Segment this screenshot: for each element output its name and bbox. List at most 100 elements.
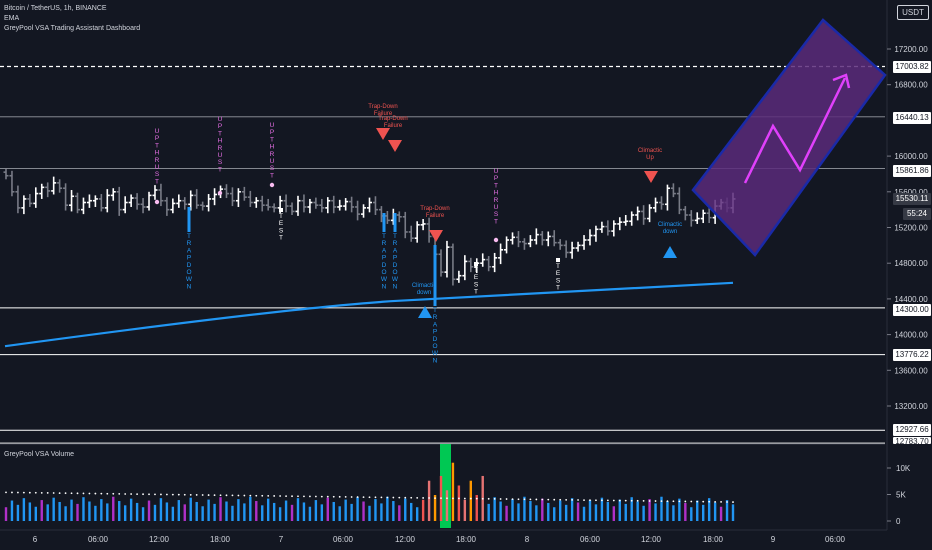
volume-average-dot	[22, 491, 25, 494]
volume-average-dot	[565, 498, 568, 501]
volume-average-dot	[571, 499, 574, 501]
ema-path	[4, 281, 734, 348]
signal-label-letter: T	[279, 213, 283, 220]
volume-average-dot	[422, 497, 425, 499]
volume-average-dot	[136, 493, 138, 496]
volume-average-dot	[207, 494, 210, 496]
projection-arrow-head	[832, 73, 851, 89]
signal-label-letter: U	[218, 152, 223, 159]
volume-average-dot	[273, 495, 276, 497]
signal-dot	[269, 182, 275, 188]
time-tick-label: 6	[33, 535, 38, 544]
volume-average-dot	[517, 498, 520, 501]
volume-average-dot	[368, 496, 371, 499]
volume-average-dot	[481, 497, 484, 500]
signal-label-text: Trap-Down	[368, 104, 397, 110]
signal-label-letter: T	[382, 233, 386, 240]
time-axis[interactable]: 6 06:00 12:00 18:00 7 06:00 12:00 18:00 8 06:00 12…	[0, 529, 887, 544]
price-label-17003: 17003.82	[893, 61, 931, 73]
volume-average-dot	[595, 499, 597, 502]
volume-average-dot	[380, 496, 383, 499]
volume-average-dot	[583, 499, 585, 501]
signal-label-letter: O	[381, 269, 386, 276]
volume-average-dot	[398, 496, 401, 499]
volume-average-dot	[541, 498, 544, 501]
volume-average-dot	[636, 499, 639, 502]
volume-average-dot	[130, 493, 133, 495]
price-label-13776: 13776.22	[893, 349, 931, 361]
volume-average-dot	[708, 500, 711, 503]
volume-average-dot	[303, 495, 305, 498]
signal-label-letter: U	[270, 158, 275, 165]
signal-label-letter: T	[494, 218, 498, 225]
volume-average-dot	[177, 493, 180, 496]
volume-average-dot	[94, 492, 97, 495]
y-tick-label: 16800.00	[894, 81, 928, 90]
price-label-12927: 12927.66	[893, 424, 931, 436]
signal-label-text: down	[417, 290, 431, 296]
volume-average-dot	[452, 497, 454, 500]
y-tick-label: 14400.00	[894, 295, 928, 304]
signal-label-letter: D	[393, 262, 398, 269]
signal-label-letter: E	[279, 220, 284, 227]
signal-marker	[279, 208, 283, 212]
volume-average-dot	[416, 496, 419, 499]
volume-average-dot	[34, 491, 37, 494]
signal-label-letter: N	[187, 283, 192, 290]
volume-average-dot	[112, 492, 115, 495]
volume-average-dot	[5, 491, 7, 494]
signal-label-letter: P	[155, 135, 159, 142]
volume-average-dot	[410, 496, 413, 499]
volume-average-dot	[255, 494, 258, 497]
triangle-down-marker	[388, 140, 402, 152]
volume-average-dot	[428, 497, 430, 499]
volume-average-dot	[40, 491, 43, 494]
time-tick-label: 7	[279, 535, 284, 544]
signal-label-text: Trap-Down	[378, 116, 407, 122]
volume-average-dot	[261, 494, 264, 497]
volume-average-dot	[523, 498, 526, 501]
signal-label-letter: U	[155, 164, 160, 171]
volume-average-dot	[11, 491, 13, 494]
volume-average-dot	[285, 495, 287, 498]
signal-label-text: Failure	[374, 111, 393, 117]
volume-average-dot	[618, 499, 621, 502]
volume-average-dot	[666, 500, 669, 503]
signal-label-letter: P	[494, 175, 498, 182]
volume-average-dot	[82, 492, 85, 495]
time-tick-label: 18:00	[456, 535, 477, 544]
volume-y-tick-label: 10K	[896, 464, 911, 473]
volume-average-dot	[154, 493, 156, 496]
volume-average-dot	[64, 492, 67, 495]
volume-average-dot	[642, 499, 645, 502]
volume-average-dot	[714, 500, 717, 503]
volume-highlight-bar	[440, 444, 451, 528]
volume-average-dot	[624, 499, 627, 502]
volume-average-dot	[726, 501, 728, 503]
volume-average-dot	[475, 497, 478, 500]
signal-label-letter: H	[218, 138, 223, 145]
signal-label-letter: N	[433, 357, 438, 364]
volume-average-dot	[654, 500, 657, 502]
signal-label-letter: R	[187, 240, 192, 247]
signal-label-letter: T	[218, 130, 222, 137]
currency-button[interactable]: USDT	[897, 5, 929, 20]
price-label-16440: 16440.13	[893, 112, 931, 124]
time-tick-label: 18:00	[210, 535, 231, 544]
price-axis[interactable]: 17200.00 16800.00 16000.00 15600.00 15200.00…	[886, 0, 928, 530]
signal-label-letter: U	[494, 168, 499, 175]
signal-marker	[556, 258, 560, 262]
volume-y-tick-label: 0	[896, 517, 901, 526]
signal-label-letter: T	[187, 233, 191, 240]
time-tick-label: 12:00	[149, 535, 170, 544]
signal-label-letter: A	[187, 247, 192, 254]
time-tick-label: 8	[525, 535, 530, 544]
symbol-title: Bitcoin / TetherUS, 1h, BINANCE	[4, 5, 107, 12]
signal-label-letter: T	[494, 182, 498, 189]
volume-average-dot	[547, 498, 550, 501]
volume-average-dot	[201, 494, 204, 496]
signal-label-letter: D	[187, 262, 192, 269]
volume-average-dot	[142, 493, 144, 496]
signal-label-letter: S	[474, 281, 479, 288]
